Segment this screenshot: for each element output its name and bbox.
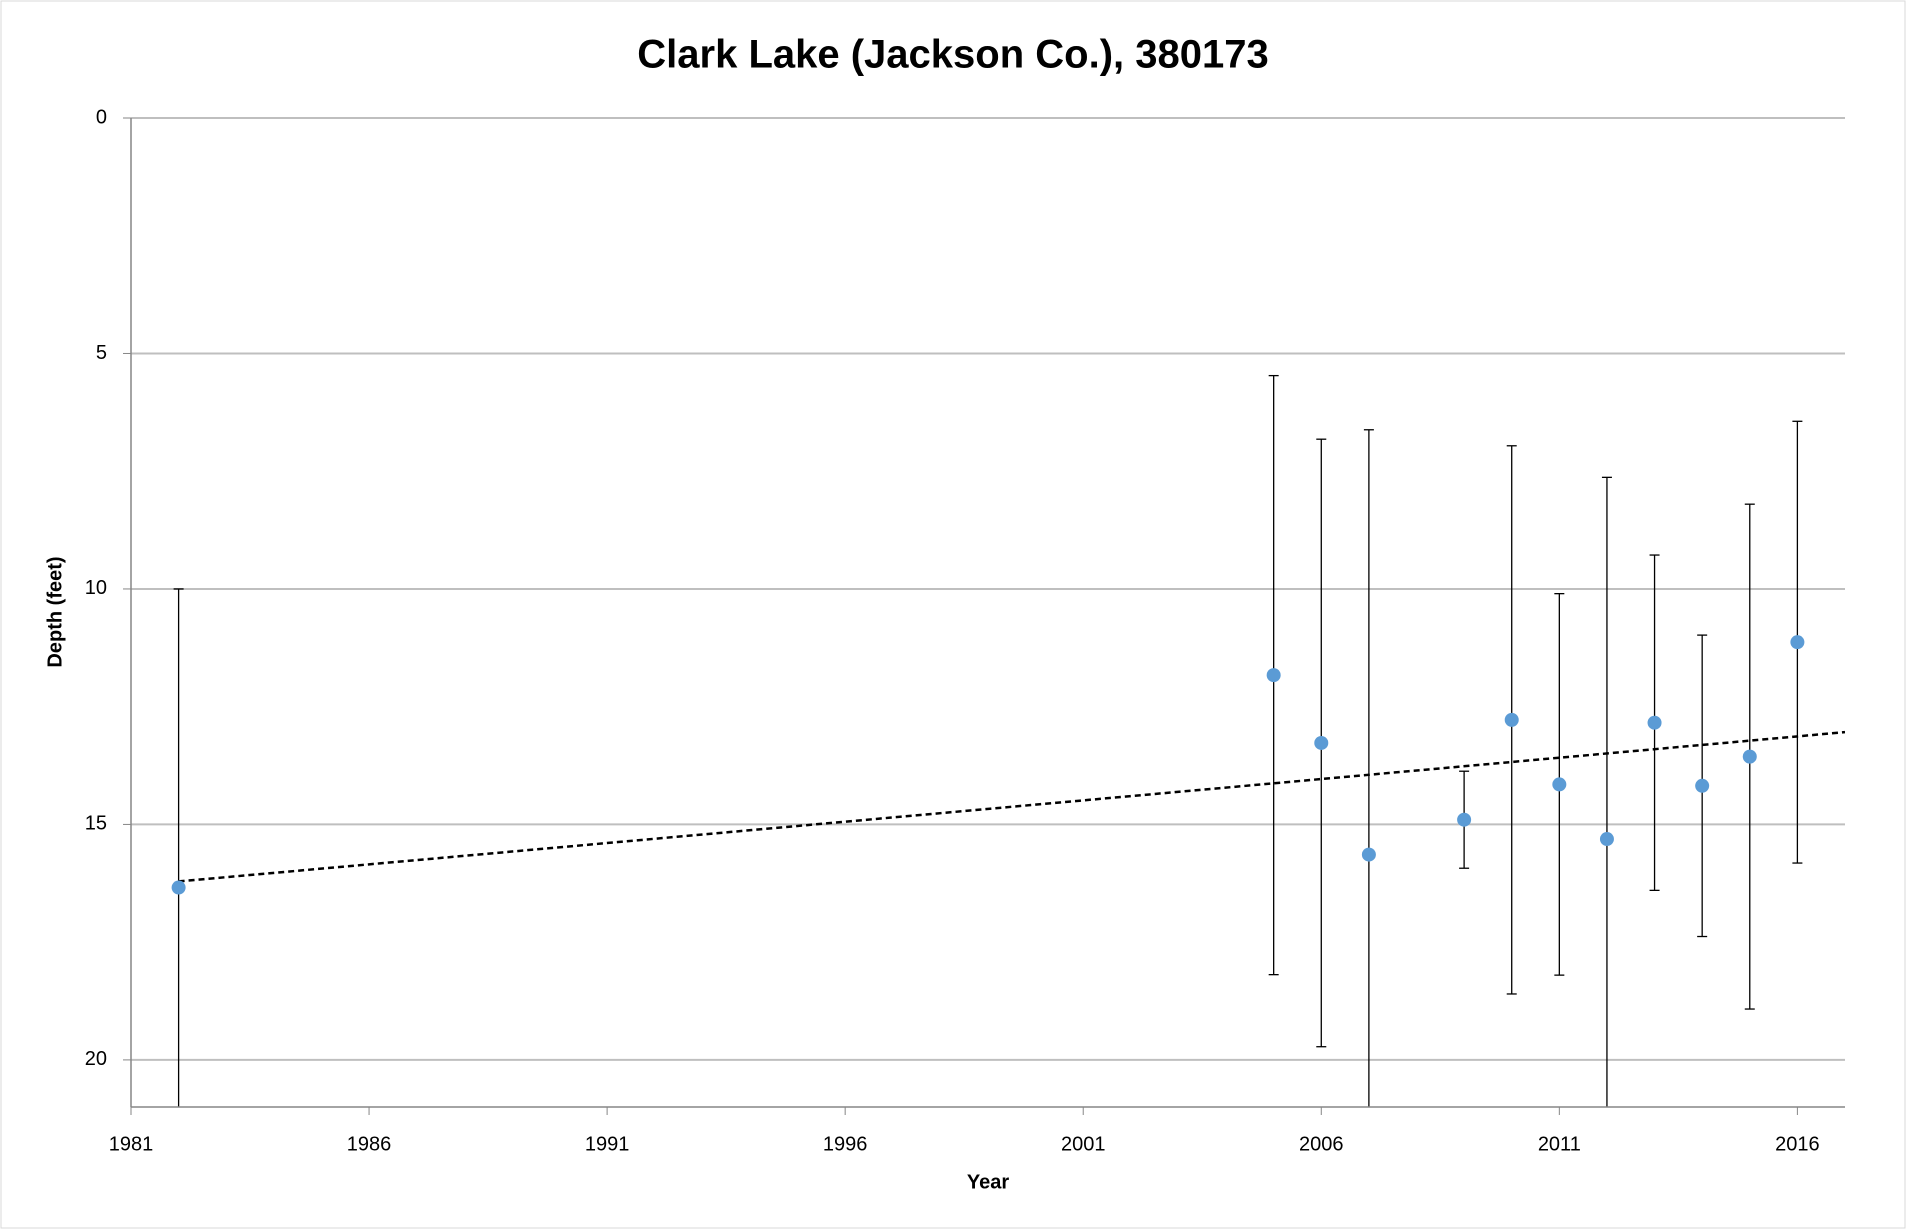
x-tick-label: 2011 — [1538, 1133, 1581, 1155]
x-tick-label: 1996 — [823, 1133, 868, 1155]
x-tick-label: 1991 — [585, 1133, 630, 1155]
data-point — [1552, 777, 1567, 792]
chart-title: Clark Lake (Jackson Co.), 380173 — [637, 33, 1268, 77]
x-axis-title: Year — [967, 1171, 1009, 1193]
x-tick-label: 1986 — [347, 1133, 392, 1155]
data-point — [1457, 812, 1472, 827]
y-tick-label: 5 — [96, 342, 107, 364]
data-point — [1695, 778, 1710, 793]
x-tick-label: 2001 — [1061, 1133, 1106, 1155]
data-point — [1314, 735, 1329, 750]
x-tick-label: 2006 — [1299, 1133, 1344, 1155]
axes: 0 5 10 15 20 1981 1986 1991 1996 2001 2006 2011 2016 — [85, 106, 1845, 1155]
plot-area — [171, 374, 1845, 1107]
y-tick-label: 20 — [85, 1048, 107, 1070]
data-point — [1361, 847, 1376, 862]
data-point — [171, 880, 186, 895]
data-point — [1742, 749, 1757, 764]
x-tick-label: 1981 — [109, 1133, 154, 1155]
data-point — [1599, 832, 1614, 847]
x-tick-label: 2016 — [1775, 1133, 1820, 1155]
data-point — [1266, 668, 1281, 683]
y-tick-label: 10 — [85, 577, 107, 599]
y-tick-label: 15 — [85, 813, 107, 835]
data-point — [1790, 635, 1805, 650]
data-point — [1504, 712, 1519, 727]
y-axis-title: Depth (feet) — [44, 556, 66, 667]
trendline — [178, 730, 1845, 883]
data-point — [1647, 715, 1662, 730]
y-tick-label: 0 — [96, 106, 107, 128]
